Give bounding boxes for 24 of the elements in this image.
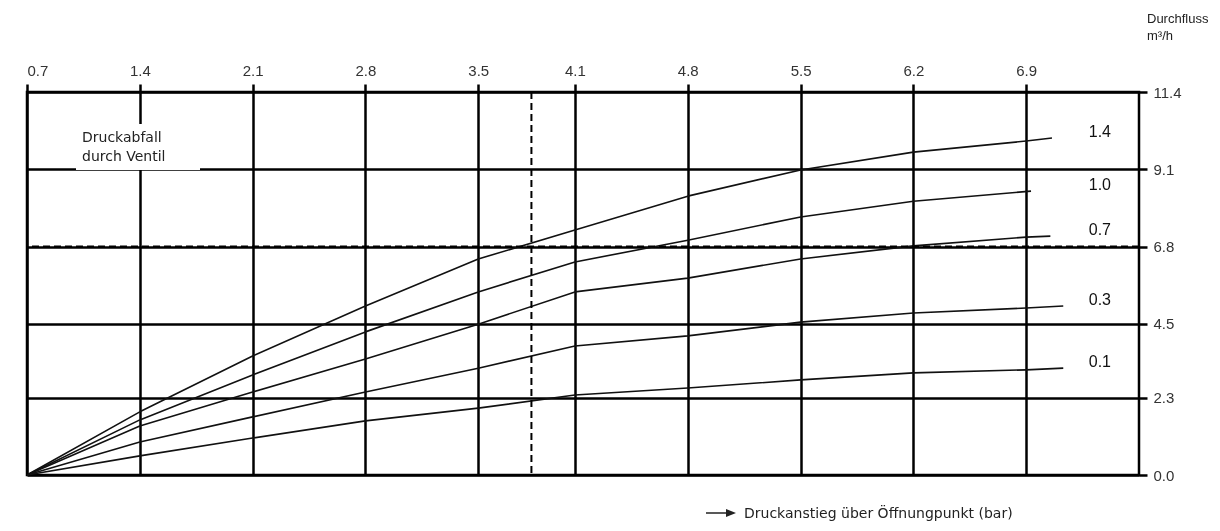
y-tick-label: 6.8 xyxy=(1153,238,1175,256)
annotation: Druckabfall durch Ventil xyxy=(76,124,200,170)
y-tick-label: 4.5 xyxy=(1153,315,1175,333)
text: 0.7 xyxy=(1088,221,1112,239)
x-tick-label: 6.9 xyxy=(1016,61,1038,79)
text: 1.4 xyxy=(1088,123,1112,141)
series-label: 0.3 xyxy=(1088,291,1112,309)
y-tick-label: 2.3 xyxy=(1153,389,1175,407)
y-tick-label: 9.1 xyxy=(1153,160,1175,178)
x-tick-label: 4.8 xyxy=(677,61,699,79)
x-tick-label: 6.2 xyxy=(903,61,925,79)
x-tick-label: 5.5 xyxy=(790,61,812,79)
x-tick-label: 2.1 xyxy=(242,61,264,79)
y-tick-label: 0.0 xyxy=(1153,466,1175,484)
y-tick-label: 11.4 xyxy=(1153,83,1182,101)
x-tick-label: 4.1 xyxy=(565,61,586,79)
y-axis-title: Durchfluss m³/h xyxy=(1147,10,1210,44)
x-tick-label: 0.7 xyxy=(27,61,49,79)
x-axis-title: Druckanstieg über Öffnungpunkt (bar) xyxy=(744,505,1013,521)
text: 1.0 xyxy=(1088,176,1112,194)
x-tick-label: 1.4 xyxy=(129,61,151,79)
x-tick-label: 2.8 xyxy=(355,61,377,79)
x-tick-label: 3.5 xyxy=(468,61,490,79)
series-label: 0.1 xyxy=(1088,353,1112,371)
